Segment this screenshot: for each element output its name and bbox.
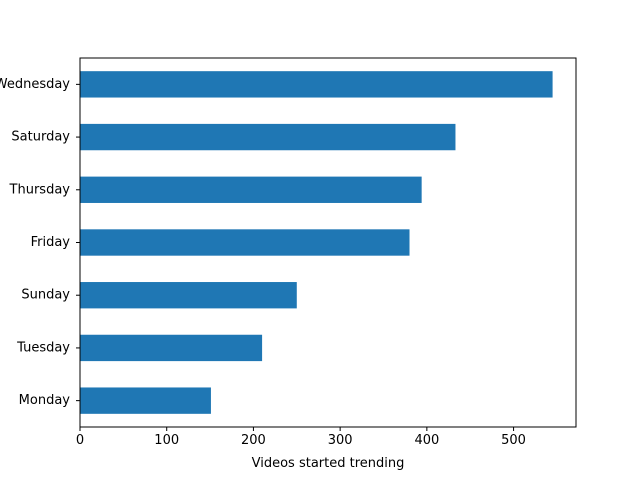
x-tick-label-0: 0 — [76, 433, 84, 448]
x-tick-label-100: 100 — [154, 433, 179, 448]
bars — [80, 71, 553, 414]
bar-tuesday — [80, 334, 263, 362]
y-tick-label-thursday: Thursday — [9, 182, 71, 197]
x-axis-label: Videos started trending — [252, 456, 405, 471]
x-tick-label-300: 300 — [328, 433, 353, 448]
y-tick-label-saturday: Saturday — [11, 130, 70, 145]
y-axis: Monday Tuesday Sunday Friday Thursday Saturda… — [0, 77, 80, 408]
x-tick-label-500: 500 — [501, 433, 526, 448]
bar-wednesday — [80, 71, 553, 98]
y-tick-label-tuesday: Tuesday — [16, 340, 70, 355]
y-tick-label-sunday: Sunday — [21, 288, 70, 303]
bar-sunday — [80, 282, 297, 309]
bar-friday — [80, 229, 410, 256]
y-tick-label-monday: Monday — [19, 393, 71, 408]
bar-thursday — [80, 176, 422, 203]
x-tick-label-200: 200 — [241, 433, 266, 448]
bar-monday — [80, 387, 211, 414]
x-tick-label-400: 400 — [414, 433, 439, 448]
x-axis: 0 100 200 300 400 500 — [76, 427, 526, 448]
y-tick-label-wednesday: Wednesday — [0, 77, 70, 92]
bar-saturday — [80, 123, 456, 151]
y-tick-label-friday: Friday — [31, 235, 71, 250]
